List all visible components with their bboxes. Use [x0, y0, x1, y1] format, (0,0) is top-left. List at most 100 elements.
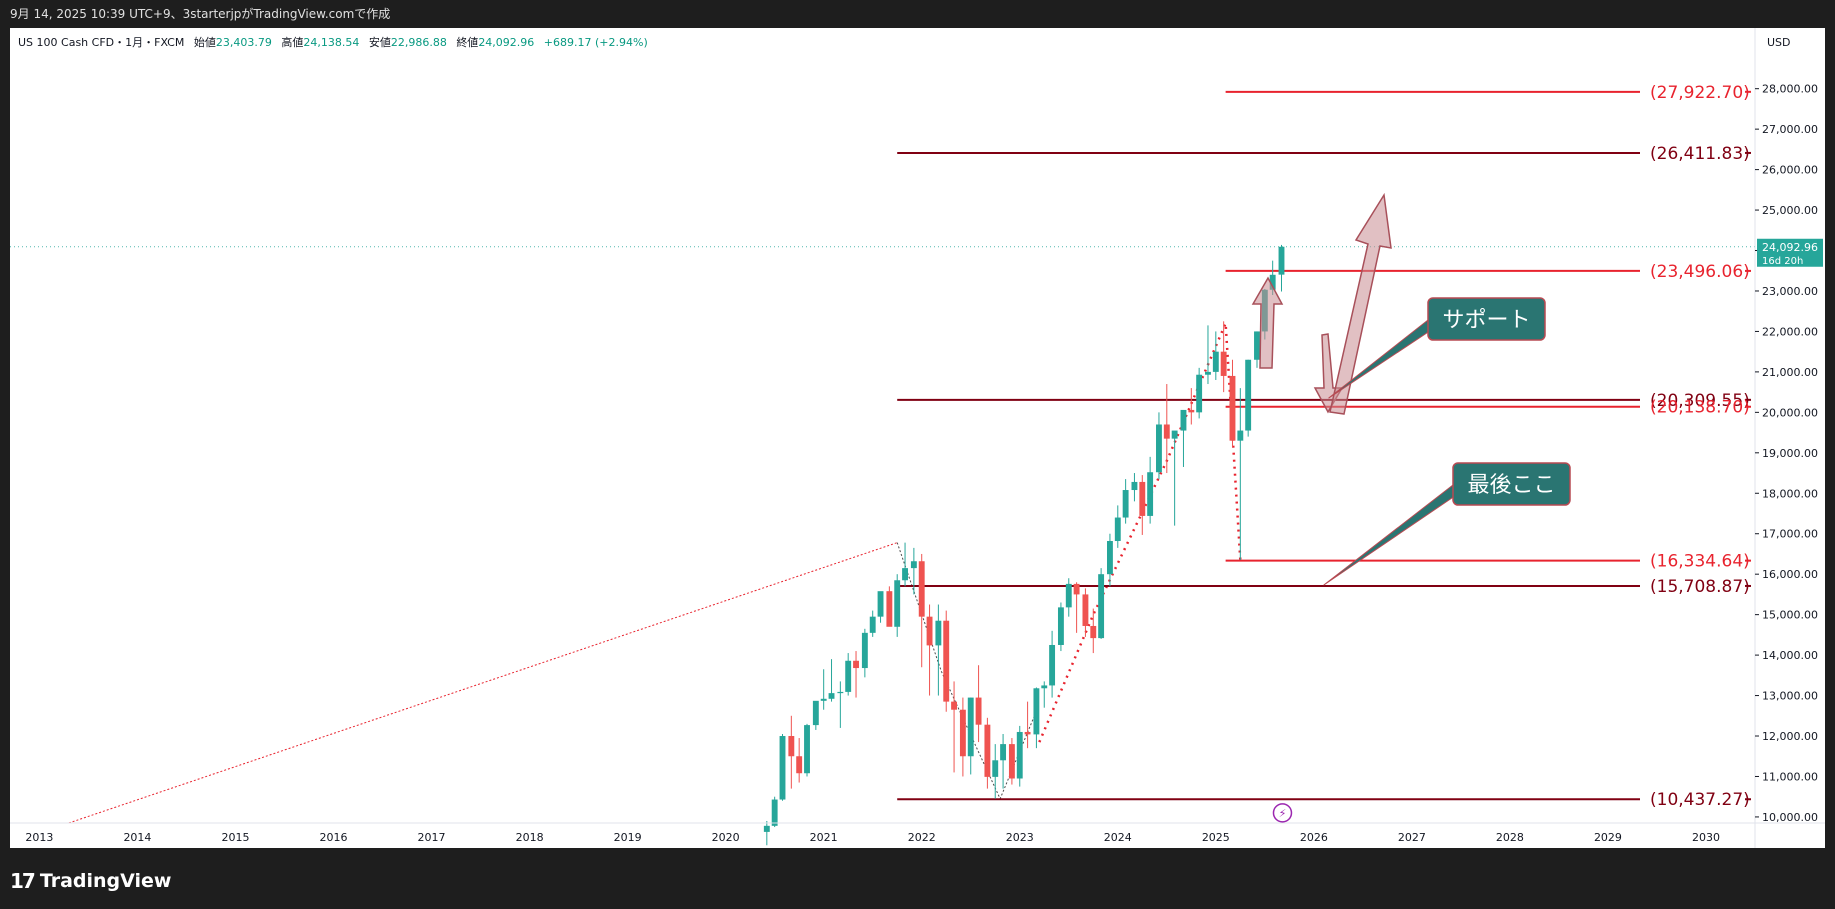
last-callout-text: 最後ここ: [1467, 473, 1555, 498]
candle-body: [1131, 481, 1138, 491]
candle-body: [975, 697, 982, 725]
high-value: 24,138.54: [303, 36, 360, 49]
candle-body: [1254, 331, 1260, 360]
candle-body: [1024, 731, 1031, 735]
low-label: 安値: [368, 36, 391, 49]
candle-body: [1156, 424, 1162, 473]
candle-body: [845, 660, 852, 692]
candle-body: [1237, 430, 1244, 441]
candle-body: [1033, 688, 1040, 735]
candle-body: [812, 700, 819, 726]
time-tick-label: 2026: [1300, 831, 1328, 844]
candle-body: [828, 693, 835, 699]
candle-body: [869, 616, 876, 633]
time-tick-label: 2018: [516, 831, 544, 844]
candle-body: [788, 736, 795, 757]
candle-body: [1278, 246, 1285, 275]
price-tick-label: 11,000.00: [1762, 770, 1818, 783]
candle-body: [1229, 375, 1236, 441]
last-callout-box: [1452, 462, 1571, 506]
candle-body: [1098, 574, 1105, 639]
candle-body: [1171, 430, 1178, 439]
candle-body: [804, 725, 810, 774]
candle-body: [763, 825, 770, 832]
close-value: 24,092.96: [478, 36, 535, 49]
high-label: 高値: [281, 36, 304, 49]
candle-body: [837, 691, 844, 694]
candle-body: [1041, 685, 1048, 689]
current-price-tag: [1757, 238, 1823, 267]
change-value: +689.17 (+2.94%): [543, 36, 648, 49]
price-level-label: (20,138.70): [1650, 398, 1750, 418]
price-tick-label: 20,000.00: [1762, 406, 1818, 419]
candle-body: [1188, 409, 1195, 413]
candle-body: [1196, 374, 1203, 413]
price-tick-label: 23,000.00: [1762, 285, 1818, 298]
candle-body: [1082, 594, 1089, 626]
time-tick-label: 2019: [614, 831, 642, 844]
candle-body: [853, 660, 859, 669]
time-tick-label: 2017: [418, 831, 446, 844]
time-tick-label: 2022: [908, 831, 936, 844]
open-value: 23,403.79: [215, 36, 272, 49]
candle-body: [1147, 472, 1154, 516]
candle-body: [984, 724, 991, 777]
support-callout-box: [1427, 297, 1546, 341]
up-arrow-long: [1329, 192, 1392, 415]
time-tick-label: 2023: [1006, 831, 1034, 844]
candle-body: [910, 561, 917, 569]
price-tick-label: 22,000.00: [1762, 325, 1818, 338]
candle-body: [894, 580, 901, 627]
price-level-label: (10,437.27): [1650, 790, 1750, 810]
price-level-label: (16,334.64): [1650, 552, 1750, 572]
candle-body: [1139, 481, 1146, 516]
candle-body: [861, 632, 868, 669]
price-level-label: (20,309.55): [1650, 391, 1750, 411]
price-tick-label: 27,000.00: [1762, 123, 1818, 136]
last-callout-pointer: [1323, 480, 1458, 586]
candle-body: [951, 701, 958, 710]
candle-body: [992, 760, 999, 777]
candle-body: [1049, 644, 1056, 686]
close-label: 終値: [456, 36, 479, 49]
candle-body: [967, 697, 974, 757]
symbol-name[interactable]: US 100 Cash CFD・1月・FXCM: [18, 36, 185, 49]
current-price-label: 24,092.96: [1762, 241, 1818, 254]
time-tick-label: 2014: [123, 831, 151, 844]
candle-body: [1163, 424, 1170, 439]
candle-body: [1269, 274, 1276, 290]
candle-body: [886, 591, 893, 627]
time-tick-label: 2025: [1202, 831, 1230, 844]
support-callout-text: サポート: [1442, 308, 1530, 333]
dotted-trend-line: [68, 542, 898, 824]
chart-caption-bar: 9月 14, 2025 10:39 UTC+9、3starterjpがTradi…: [0, 0, 1835, 28]
candle-body: [1090, 625, 1097, 639]
candle-body: [926, 616, 933, 646]
candle-body: [1205, 371, 1211, 375]
flash-event-glyph: ⚡: [1279, 807, 1287, 820]
up-arrow-short: [1251, 276, 1284, 369]
price-level-label: (27,922.70): [1650, 83, 1750, 103]
candle-body: [959, 709, 966, 757]
candle-body: [1000, 744, 1007, 761]
symbol-legend: US 100 Cash CFD・1月・FXCM 始値23,403.79 高値24…: [18, 34, 648, 50]
candle-body: [902, 568, 908, 581]
price-level-label: (15,708.87): [1650, 577, 1750, 597]
chart-panel[interactable]: (27,922.70) (26,411.83) (23,496.06) (20,309…: [10, 28, 1825, 848]
candle-body: [1065, 583, 1072, 608]
candle-body: [1057, 607, 1064, 645]
time-tick-label: 2030: [1692, 831, 1720, 844]
price-tick-label: 21,000.00: [1762, 366, 1818, 379]
price-tick-label: 19,000.00: [1762, 447, 1818, 460]
price-level-label: (26,411.83): [1650, 144, 1750, 164]
candle-body: [1122, 490, 1129, 518]
price-tick-label: 17,000.00: [1762, 528, 1818, 541]
price-tick-label: 10,000.00: [1762, 811, 1818, 824]
candle-body: [935, 620, 942, 646]
brand-name[interactable]: TradingView: [39, 870, 172, 892]
countdown-label: 16d 20h: [1762, 256, 1803, 267]
candle-body: [771, 799, 778, 826]
price-chart[interactable]: (27,922.70) (26,411.83) (23,496.06) (20,309…: [10, 28, 1825, 848]
currency-label: USD: [1767, 36, 1791, 49]
price-tick-label: 14,000.00: [1762, 649, 1818, 662]
